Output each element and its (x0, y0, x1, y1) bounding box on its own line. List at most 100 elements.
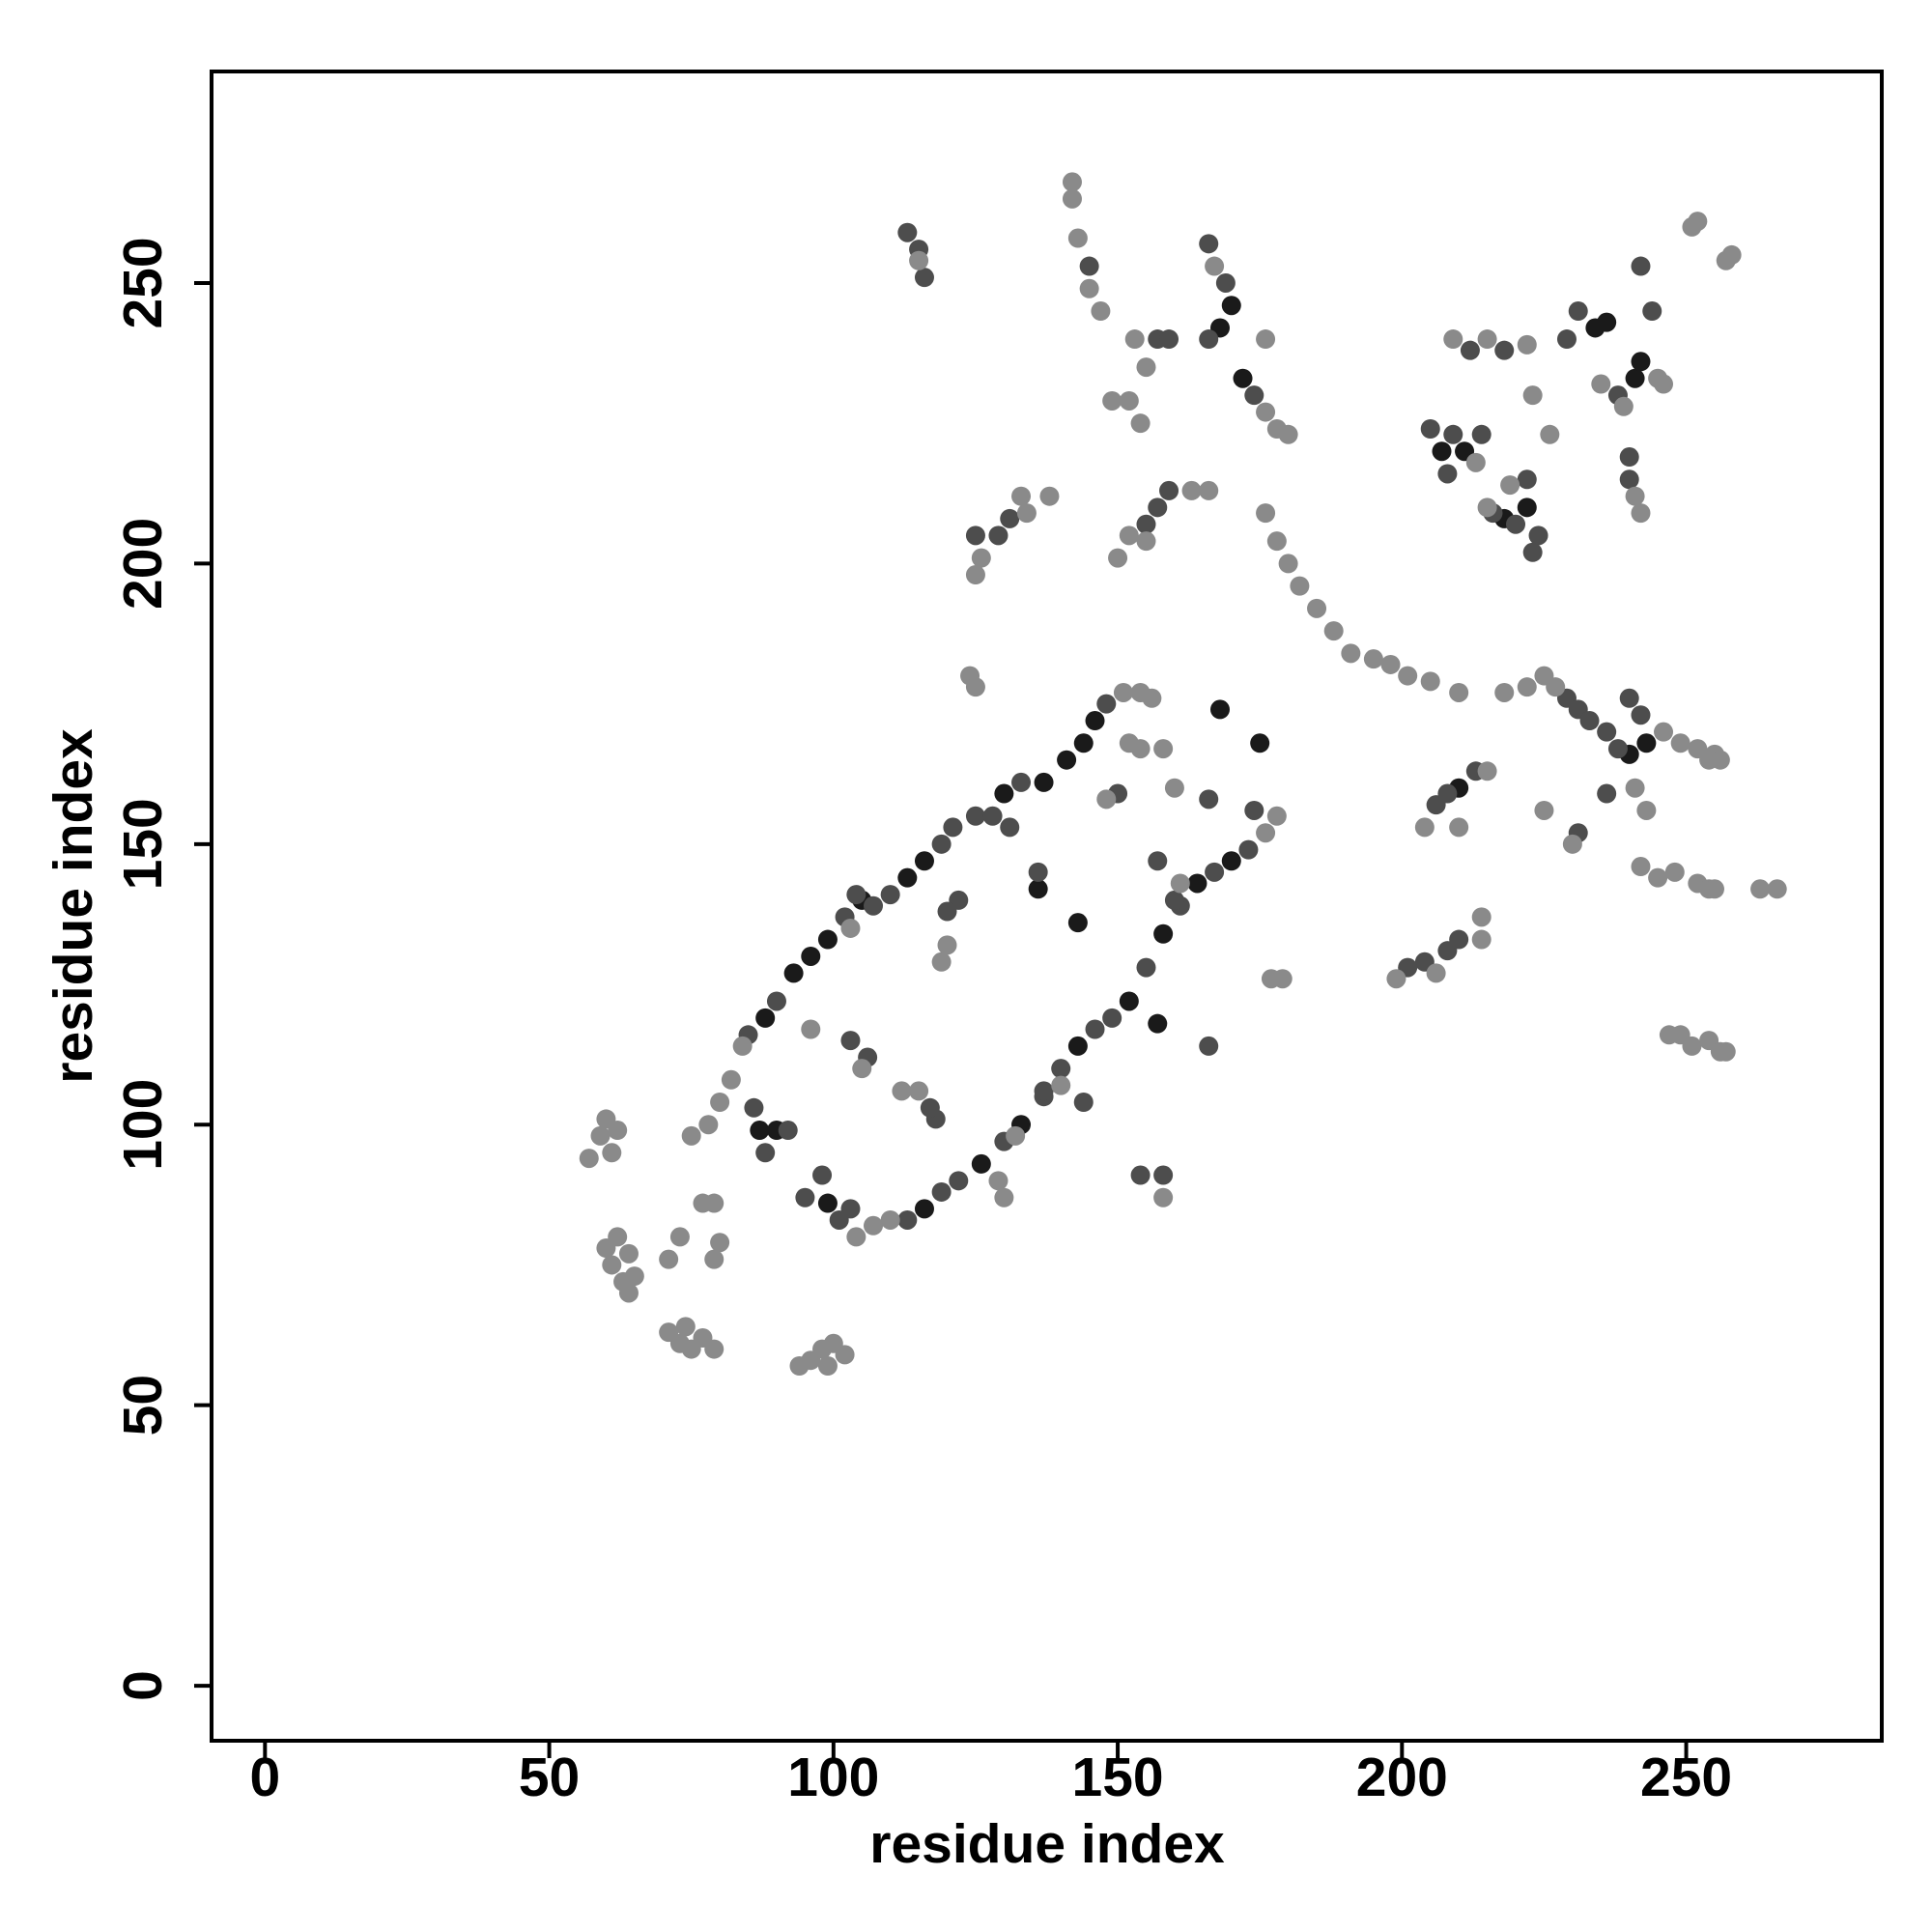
point (1256, 402, 1276, 422)
point (914, 1199, 934, 1219)
point (1323, 621, 1344, 641)
point (1000, 508, 1020, 528)
point (1062, 172, 1082, 192)
point (675, 1317, 696, 1337)
point (1051, 1059, 1071, 1079)
point (1380, 654, 1401, 674)
point (817, 1193, 838, 1213)
point (988, 1171, 1009, 1191)
point (669, 1227, 690, 1247)
point (1449, 817, 1469, 838)
point (1067, 228, 1088, 248)
point (1517, 497, 1537, 518)
point (704, 1193, 724, 1213)
point (1221, 851, 1241, 871)
point (1432, 441, 1452, 462)
point (909, 250, 929, 270)
point (1102, 1008, 1122, 1028)
point (783, 963, 804, 983)
point (1636, 800, 1657, 820)
point (750, 1121, 770, 1141)
point (766, 991, 786, 1011)
point (1420, 671, 1440, 692)
point (1443, 329, 1463, 350)
point (1091, 301, 1111, 322)
point (1085, 711, 1105, 731)
point (829, 1209, 849, 1230)
x-tick-label: 0 (249, 1747, 280, 1808)
point (1102, 390, 1122, 411)
point (624, 1266, 644, 1287)
y-tick-label: 50 (112, 1375, 174, 1435)
point (1238, 839, 1259, 860)
point (1079, 278, 1099, 298)
point (846, 885, 867, 905)
point (1244, 800, 1264, 820)
point (801, 1019, 821, 1039)
point (1465, 452, 1486, 472)
point (1477, 761, 1497, 781)
point (852, 1059, 872, 1079)
point (795, 1187, 815, 1208)
point (1636, 733, 1657, 753)
x-tick-label: 200 (1356, 1747, 1448, 1808)
point (1153, 1187, 1174, 1208)
point (1716, 1041, 1736, 1062)
point (1181, 480, 1202, 500)
point (1631, 503, 1651, 524)
point (1597, 722, 1617, 742)
point (1130, 1165, 1151, 1185)
point (1631, 705, 1651, 725)
point (897, 222, 918, 242)
point (1119, 526, 1139, 546)
point (1199, 234, 1219, 254)
point (1148, 497, 1168, 518)
point (943, 817, 963, 838)
point (1067, 913, 1088, 933)
point (1159, 480, 1179, 500)
plot-frame (210, 70, 1884, 1743)
point (1477, 497, 1497, 518)
point (1136, 357, 1156, 378)
point (1631, 256, 1651, 276)
point (1011, 486, 1032, 506)
point (1597, 312, 1617, 332)
point (1124, 329, 1145, 350)
point (1363, 649, 1383, 669)
point (914, 268, 934, 288)
point (1597, 783, 1617, 804)
point (1449, 929, 1469, 950)
point (1528, 526, 1548, 546)
point (1205, 256, 1225, 276)
point (1398, 666, 1418, 686)
point (1057, 750, 1077, 770)
x-tick-label: 150 (1072, 1747, 1164, 1808)
point (1437, 464, 1458, 484)
point (1654, 374, 1674, 394)
point (1648, 867, 1668, 888)
point (1517, 469, 1537, 490)
point (1233, 368, 1253, 388)
point (1625, 486, 1645, 506)
point (1256, 503, 1276, 524)
point (602, 1255, 622, 1275)
point (590, 1125, 611, 1146)
point (864, 1215, 884, 1236)
y-tick-label: 200 (112, 518, 174, 610)
point (937, 901, 957, 922)
point (732, 1036, 753, 1056)
point (1631, 352, 1651, 372)
point (937, 935, 957, 955)
point (1414, 817, 1435, 838)
point (1250, 733, 1270, 753)
x-tick-label: 50 (519, 1747, 580, 1808)
point (1148, 851, 1168, 871)
point (1272, 969, 1293, 989)
point (1187, 873, 1208, 894)
point (864, 895, 884, 916)
point (618, 1283, 639, 1303)
point (982, 806, 1003, 826)
point (965, 565, 985, 585)
point (710, 1233, 730, 1253)
